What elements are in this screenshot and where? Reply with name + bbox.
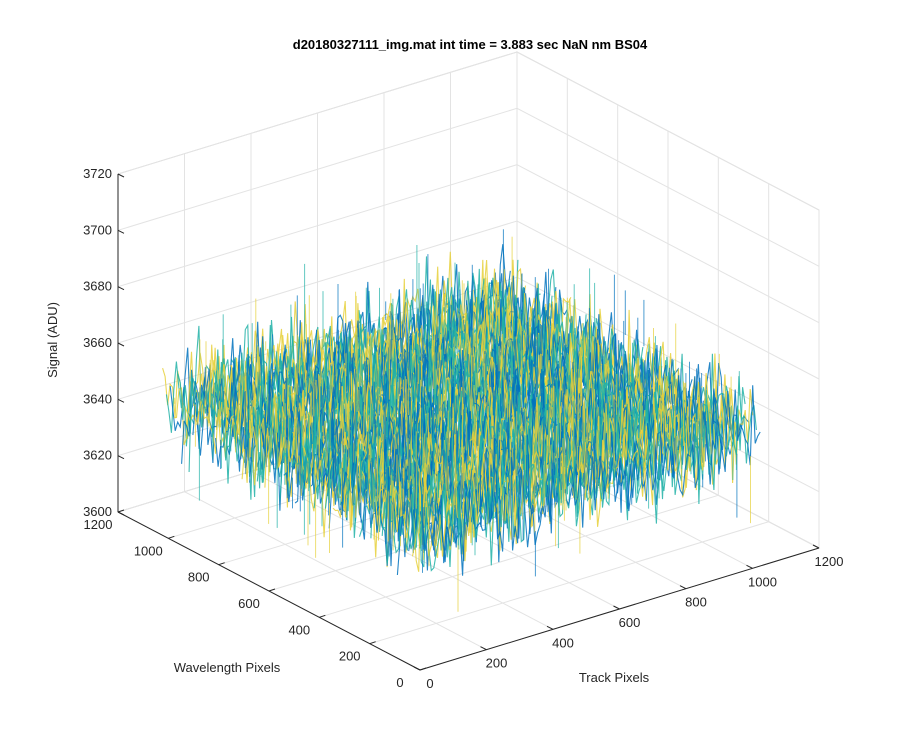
z-grid-line bbox=[117, 220, 820, 380]
z-tick-mark bbox=[117, 229, 125, 234]
x-tick-mark bbox=[546, 625, 554, 630]
x-tick-label: 600 bbox=[619, 615, 641, 630]
z-tick-label: 3660 bbox=[83, 335, 112, 350]
x-tick-mark bbox=[613, 605, 620, 610]
x-tick-label: 800 bbox=[685, 595, 707, 610]
z-tick-label: 3700 bbox=[83, 222, 112, 237]
z-grid-line bbox=[117, 51, 820, 211]
x-tick-mark bbox=[480, 646, 487, 651]
y-tick-label: 1200 bbox=[84, 517, 113, 532]
y-tick-mark bbox=[218, 562, 225, 566]
x-tick-mark bbox=[812, 544, 820, 549]
z-tick-mark bbox=[117, 173, 125, 178]
y-tick-mark bbox=[369, 641, 376, 645]
y-axis-label: Wavelength Pixels bbox=[174, 660, 281, 675]
z-tick-mark bbox=[117, 511, 125, 516]
x-tick-mark bbox=[679, 585, 687, 590]
y-tick-label: 1000 bbox=[134, 543, 163, 558]
tick-labels: 0 200 400 600 800 1000 1200 0 200 400 600 800 1000 12… bbox=[83, 166, 843, 691]
x-tick-label: 1000 bbox=[748, 574, 777, 589]
z-tick-label: 3680 bbox=[83, 279, 112, 294]
x-tick-label: 1200 bbox=[815, 554, 844, 569]
y-tick-mark bbox=[168, 535, 175, 539]
x-tick-label: 400 bbox=[552, 635, 574, 650]
chart-title: d20180327111_img.mat int time = 3.883 se… bbox=[293, 37, 648, 52]
z-tick-mark bbox=[117, 398, 125, 403]
x-tick-mark bbox=[413, 666, 421, 671]
z-tick-label: 3720 bbox=[83, 166, 112, 181]
x-tick-mark bbox=[746, 564, 753, 569]
y-tick-mark bbox=[268, 588, 276, 592]
y-tick-label: 800 bbox=[188, 570, 210, 585]
y-tick-label: 400 bbox=[288, 622, 310, 637]
y-tick-mark bbox=[319, 614, 326, 618]
z-axis-label: Signal (ADU) bbox=[45, 302, 60, 378]
x-tick-label: 200 bbox=[486, 656, 508, 671]
z-tick-label: 3600 bbox=[83, 504, 112, 519]
z-tick-label: 3620 bbox=[83, 448, 112, 463]
y-tick-label: 0 bbox=[396, 675, 403, 690]
x-axis-label: Track Pixels bbox=[579, 670, 650, 685]
y-tick-label: 600 bbox=[238, 596, 260, 611]
surface-line bbox=[419, 385, 761, 576]
z-tick-mark bbox=[117, 455, 125, 460]
y-tick-label: 200 bbox=[339, 649, 361, 664]
x-tick-label: 0 bbox=[426, 676, 433, 691]
z-tick-mark bbox=[117, 342, 125, 347]
surface-plot bbox=[162, 229, 761, 612]
z-tick-label: 3640 bbox=[83, 391, 112, 406]
axes bbox=[117, 173, 820, 671]
z-grid-line bbox=[117, 164, 820, 324]
y-tick-mark bbox=[419, 667, 427, 671]
z-tick-mark bbox=[117, 286, 125, 291]
z-grid-line bbox=[117, 107, 820, 267]
y-tick-mark bbox=[117, 509, 125, 513]
